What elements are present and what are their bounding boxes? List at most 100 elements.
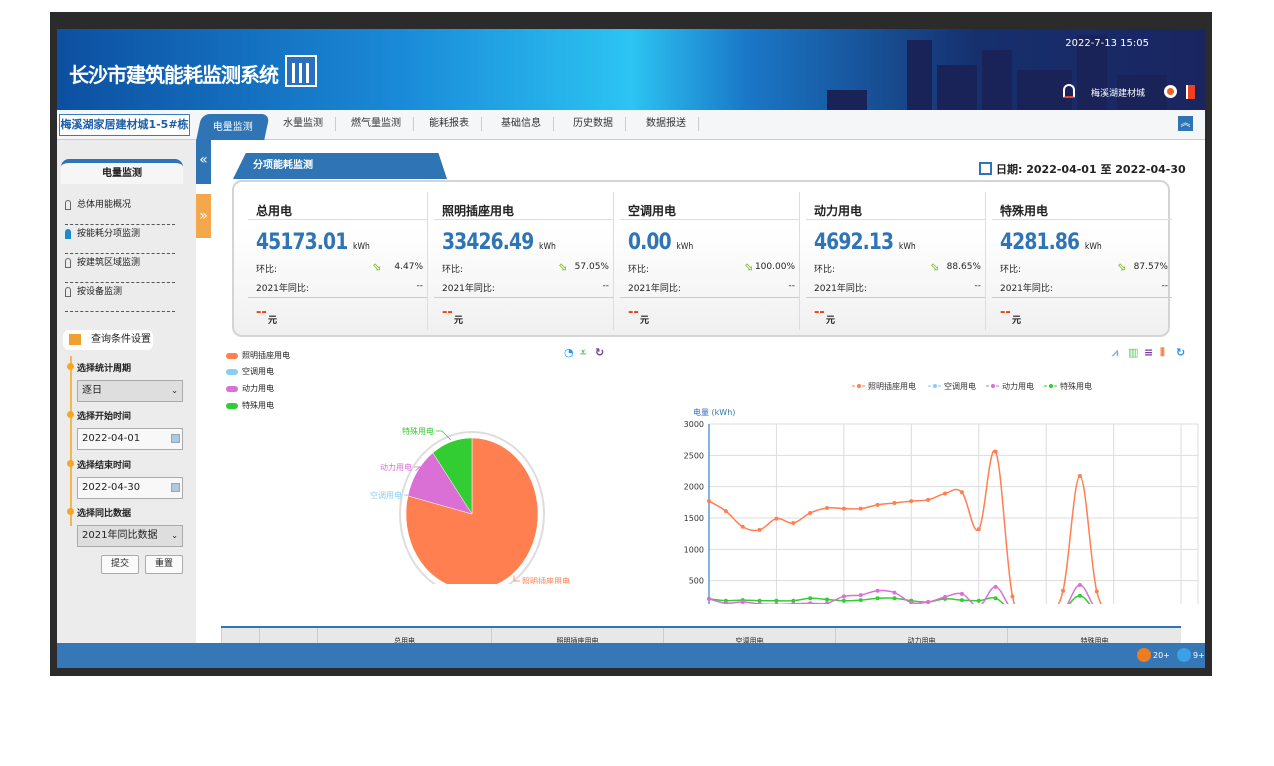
data-point[interactable] bbox=[1061, 588, 1066, 593]
data-point[interactable] bbox=[926, 599, 931, 604]
pie-legend-item[interactable]: 动力用电 bbox=[226, 383, 274, 395]
data-point[interactable] bbox=[875, 588, 880, 593]
data-point[interactable] bbox=[943, 594, 948, 599]
funnel-icon[interactable]: ⩡ bbox=[580, 346, 587, 359]
data-point[interactable] bbox=[1077, 583, 1082, 588]
tab-data-report[interactable]: 数据报送 bbox=[634, 117, 699, 131]
data-point[interactable] bbox=[774, 598, 779, 603]
data-point[interactable] bbox=[1077, 474, 1082, 479]
data-point[interactable] bbox=[841, 594, 846, 599]
data-point[interactable] bbox=[740, 599, 745, 604]
pie-legend-item[interactable]: 空调用电 bbox=[226, 366, 274, 378]
tab-water[interactable]: 水量监测 bbox=[271, 117, 336, 131]
stack-icon[interactable]: ≡ bbox=[1144, 346, 1154, 359]
data-point[interactable] bbox=[976, 527, 981, 532]
data-point[interactable] bbox=[723, 601, 728, 604]
data-point[interactable] bbox=[959, 490, 964, 495]
data-point[interactable] bbox=[825, 601, 830, 604]
data-point[interactable] bbox=[791, 601, 796, 604]
data-point[interactable] bbox=[993, 449, 998, 454]
expand-sidebar-button[interactable]: » bbox=[196, 194, 211, 238]
start-date-input[interactable]: 2022-04-01 bbox=[77, 428, 183, 450]
data-point[interactable] bbox=[841, 598, 846, 603]
data-point[interactable] bbox=[909, 499, 914, 504]
pie-slice[interactable] bbox=[432, 437, 473, 515]
data-point[interactable] bbox=[791, 521, 796, 526]
data-point[interactable] bbox=[892, 500, 897, 505]
data-point[interactable] bbox=[774, 602, 779, 604]
data-point[interactable] bbox=[858, 598, 863, 603]
submit-button[interactable]: 提交 bbox=[101, 555, 139, 574]
refresh-icon[interactable]: ↻ bbox=[1176, 346, 1186, 359]
logout-icon[interactable] bbox=[1186, 85, 1195, 99]
sidebar-item-area[interactable]: 按建筑区域监测 bbox=[65, 255, 175, 283]
column-header[interactable] bbox=[259, 628, 317, 648]
column-header[interactable]: 总用电 bbox=[317, 628, 491, 648]
line-chart-icon[interactable]: ⩘ bbox=[1112, 346, 1119, 359]
tab-history[interactable]: 历史数据 bbox=[561, 117, 626, 131]
end-date-input[interactable]: 2022-04-30 bbox=[77, 477, 183, 499]
data-point[interactable] bbox=[707, 596, 711, 601]
pie-legend-item[interactable]: 特殊用电 bbox=[226, 400, 274, 412]
reset-button[interactable]: 重置 bbox=[145, 555, 183, 574]
column-header[interactable] bbox=[221, 628, 259, 648]
collapse-sidebar-button[interactable]: « bbox=[196, 140, 211, 184]
data-point[interactable] bbox=[791, 598, 796, 603]
column-header[interactable]: 照明插座用电 bbox=[491, 628, 663, 648]
data-point[interactable] bbox=[723, 509, 728, 514]
data-point[interactable] bbox=[740, 524, 745, 529]
period-select[interactable]: 逐日 ⌄ bbox=[77, 380, 183, 402]
line-legend-item[interactable]: 特殊用电 bbox=[1044, 381, 1092, 391]
pie-legend-item[interactable]: 照明插座用电 bbox=[226, 350, 290, 362]
data-point[interactable] bbox=[774, 516, 779, 521]
collapse-header-button[interactable]: ︽ bbox=[1178, 116, 1193, 131]
data-point[interactable] bbox=[858, 593, 863, 598]
data-point[interactable] bbox=[808, 510, 813, 515]
data-point[interactable] bbox=[858, 506, 863, 511]
data-point[interactable] bbox=[875, 502, 880, 507]
data-point[interactable] bbox=[926, 497, 931, 502]
data-point[interactable] bbox=[892, 590, 897, 595]
data-point[interactable] bbox=[1077, 593, 1082, 598]
data-point[interactable] bbox=[959, 591, 964, 596]
sidebar-item-subitem[interactable]: 按能耗分项监测 bbox=[65, 226, 175, 254]
data-point[interactable] bbox=[909, 600, 914, 604]
data-point[interactable] bbox=[993, 596, 998, 601]
column-header[interactable]: 空调用电 bbox=[663, 628, 835, 648]
user-name[interactable]: 梅溪湖建材城 bbox=[1090, 89, 1145, 99]
sidebar-item-overview[interactable]: 总体用能概况 bbox=[65, 197, 175, 225]
tab-report[interactable]: 能耗报表 bbox=[417, 117, 482, 131]
data-point[interactable] bbox=[841, 506, 846, 511]
data-point[interactable] bbox=[757, 598, 762, 603]
data-point[interactable] bbox=[757, 527, 762, 532]
data-point[interactable] bbox=[875, 596, 880, 601]
line-legend-item[interactable]: 照明插座用电 bbox=[852, 381, 916, 391]
column-header[interactable]: 特殊用电 bbox=[1007, 628, 1181, 648]
calendar-icon[interactable] bbox=[171, 434, 180, 443]
tiled-icon[interactable]: ⦀ bbox=[1160, 346, 1165, 359]
data-point[interactable] bbox=[707, 499, 711, 504]
pie-chart-icon[interactable]: ◔ bbox=[564, 346, 574, 359]
data-point[interactable] bbox=[993, 584, 998, 589]
calendar-icon[interactable] bbox=[171, 483, 180, 492]
pie-slice[interactable] bbox=[405, 437, 539, 584]
tab-electricity[interactable]: 电量监测 bbox=[196, 114, 270, 140]
data-point[interactable] bbox=[808, 596, 813, 601]
tab-gas[interactable]: 燃气量监测 bbox=[339, 117, 414, 131]
settings-gear-icon[interactable] bbox=[1164, 85, 1177, 98]
building-selector[interactable]: 梅溪湖家居建材城1-5#栋 bbox=[59, 114, 190, 136]
refresh-icon[interactable]: ↻ bbox=[595, 346, 605, 359]
compare-select[interactable]: 2021年同比数据 ⌄ bbox=[77, 525, 183, 547]
data-point[interactable] bbox=[892, 596, 897, 601]
data-point[interactable] bbox=[1010, 594, 1015, 599]
data-point[interactable] bbox=[1094, 589, 1099, 594]
sidebar-item-device[interactable]: 按设备监测 bbox=[65, 284, 175, 312]
data-point[interactable] bbox=[808, 601, 813, 604]
data-point[interactable] bbox=[757, 601, 762, 604]
data-point[interactable] bbox=[943, 491, 948, 496]
data-point[interactable] bbox=[959, 598, 964, 603]
data-point[interactable] bbox=[825, 597, 830, 602]
bar-chart-icon[interactable]: ▥ bbox=[1128, 346, 1139, 359]
data-point[interactable] bbox=[825, 505, 830, 510]
column-header[interactable]: 动力用电 bbox=[835, 628, 1007, 648]
